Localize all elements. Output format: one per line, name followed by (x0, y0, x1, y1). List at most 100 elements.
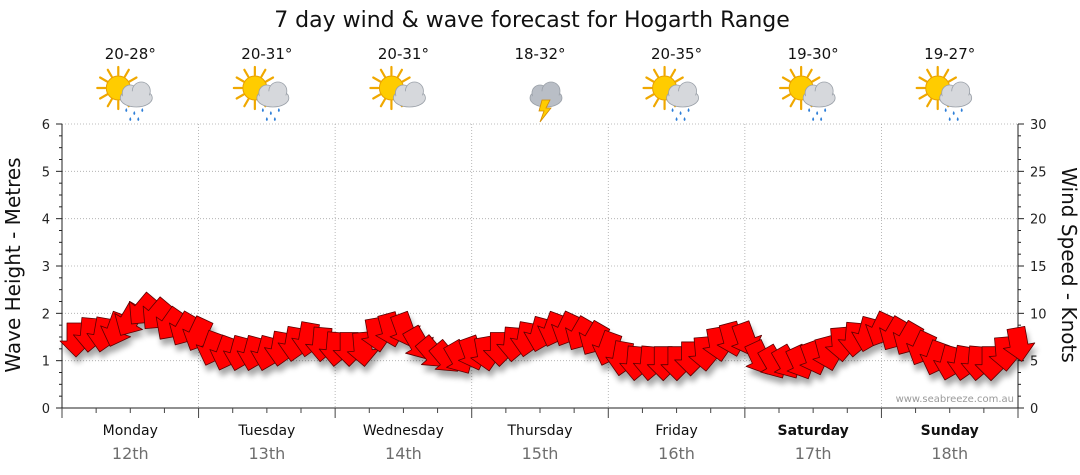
rain-drop (273, 117, 276, 121)
right-axis-label: Wind Speed - Knots (1057, 167, 1080, 363)
watermark: www.seabreeze.com.au (896, 394, 1014, 405)
rain-drop (261, 108, 264, 112)
sun-ray (811, 76, 821, 83)
date-label: 17th (795, 444, 832, 463)
right-tick-label: 15 (1030, 260, 1047, 275)
left-axis-ticks: 0 1 2 3 4 5 6 (42, 118, 50, 417)
left-tick-label: 3 (42, 260, 50, 275)
day-header: 19-30° (779, 45, 839, 121)
sun-ray (781, 76, 791, 83)
sun-ray (926, 68, 933, 78)
cloud (529, 81, 563, 108)
rain-drop (683, 117, 686, 121)
right-tick-label: 20 (1030, 213, 1047, 228)
temperature-range: 19-27° (924, 45, 975, 63)
sun-cloud-rain-icon (96, 65, 153, 121)
sun-cloud-icon (369, 65, 426, 111)
day-header: 20-31° (232, 45, 292, 121)
day-label: Saturday (778, 423, 849, 439)
sun-ray (106, 98, 113, 108)
cloud-core (395, 91, 424, 105)
rain-drop (269, 111, 272, 115)
day-headers: 20-28° 20-31° 20-31° 18-32° 20-35° 19-30° 19-2… (96, 45, 975, 123)
sun-ray (260, 68, 267, 78)
sun-ray (918, 93, 928, 100)
rain-drop (944, 108, 947, 112)
cloud (802, 81, 836, 108)
sun-ray (652, 98, 660, 108)
sun-ray (235, 76, 245, 83)
sun-ray (669, 68, 677, 78)
sun-ray (781, 93, 791, 100)
cloud (256, 81, 290, 108)
temperature-range: 20-31° (241, 45, 292, 63)
right-axis-ticks: 0 5 10 15 20 25 30 (1030, 118, 1047, 417)
rain-drop (133, 111, 136, 115)
rain-drop (948, 117, 951, 121)
sun-ray (106, 68, 113, 78)
day-header: 20-31° (369, 45, 429, 111)
rain-drop (687, 108, 690, 112)
left-tick-label: 0 (42, 402, 50, 417)
right-tick-label: 25 (1030, 165, 1047, 180)
sun-ray (123, 68, 130, 78)
axes (56, 123, 1024, 418)
temperature-range: 18-32° (514, 45, 565, 63)
sun-ray (789, 68, 796, 78)
sun-ray (372, 76, 382, 83)
left-tick-label: 6 (42, 118, 50, 133)
sun-cloud-rain-icon (779, 65, 836, 121)
date-label: 18th (931, 444, 968, 463)
sun-ray (372, 93, 382, 100)
cloud-core (941, 91, 970, 105)
grid (62, 123, 1018, 408)
sun-ray (674, 76, 684, 83)
rain-drop (679, 111, 682, 115)
sun-ray (652, 68, 660, 78)
date-label: 14th (385, 444, 422, 463)
cloud (393, 81, 426, 108)
rain-drop (141, 108, 144, 112)
wind-arrow (1002, 325, 1036, 362)
day-label: Thursday (506, 423, 572, 439)
cloud-core (532, 91, 560, 105)
sun-ray (401, 76, 411, 83)
sun-ray (265, 76, 275, 83)
sun-ray (645, 76, 655, 83)
rain-drop (824, 108, 827, 112)
left-axis-label: Wave Height - Metres (1, 157, 25, 372)
right-tick-label: 10 (1030, 307, 1047, 322)
right-tick-label: 0 (1030, 402, 1038, 417)
sun-cloud-rain-icon (232, 65, 290, 121)
cloud-core (258, 91, 287, 105)
wind-arrow-shape (1002, 325, 1036, 362)
rain-drop (956, 117, 959, 121)
sun-ray (396, 68, 404, 78)
rain-drop (137, 117, 140, 121)
rain-drop (960, 108, 963, 112)
cloud (119, 81, 153, 108)
sun-ray (98, 93, 109, 100)
rain-drop (129, 117, 132, 121)
left-tick-label: 2 (42, 307, 50, 322)
lightning-bolt (538, 99, 552, 123)
rain-drop (277, 108, 280, 112)
rain-drop (816, 111, 819, 115)
rain-drop (675, 117, 678, 121)
day-label: Tuesday (237, 423, 295, 439)
rain-drop (808, 108, 811, 112)
cloud-core (122, 91, 151, 105)
day-label: Wednesday (363, 423, 444, 439)
sun-cloud-rain-icon (642, 65, 699, 121)
temperature-range: 20-31° (378, 45, 429, 63)
wind-arrows (59, 291, 1036, 382)
rain-drop (671, 108, 674, 112)
rain-drop (820, 117, 823, 121)
right-tick-label: 5 (1030, 355, 1038, 370)
rain-drop (125, 108, 128, 112)
cloud (939, 81, 973, 108)
sun-ray (806, 68, 813, 78)
date-label: 12th (112, 444, 149, 463)
temperature-range: 20-28° (105, 45, 156, 63)
